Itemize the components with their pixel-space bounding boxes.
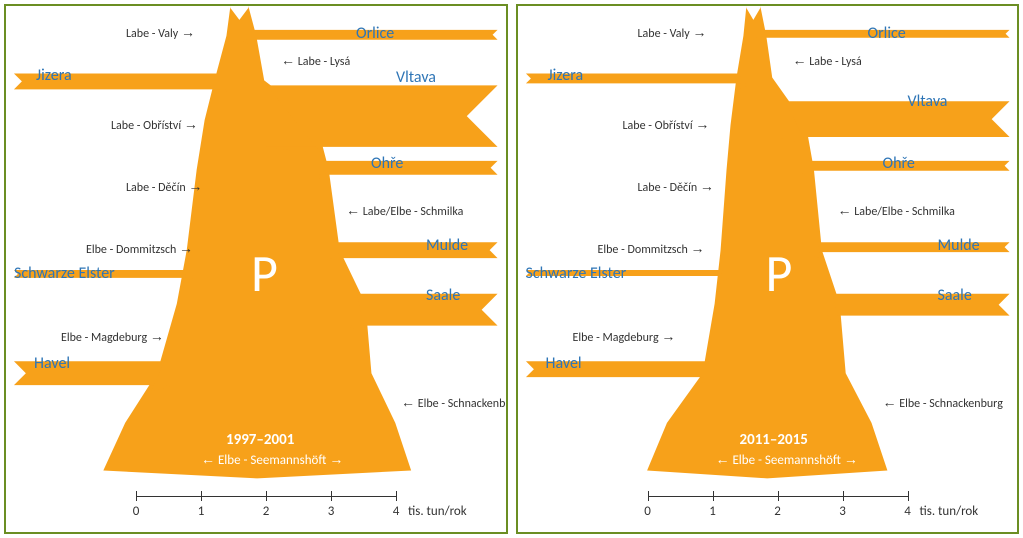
axis-tick xyxy=(136,491,137,501)
tributary-label: Vltava xyxy=(908,92,948,111)
axis-tick xyxy=(648,491,649,501)
tributary-label: Orlice xyxy=(868,24,906,43)
station-label: Elbe - Magdeburg → xyxy=(61,328,164,345)
station-label: Labe - Valy → xyxy=(126,24,195,41)
station-label: Labe - Obříství → xyxy=(623,116,710,133)
axis-tick xyxy=(908,491,909,501)
axis-tick-label: 4 xyxy=(393,504,400,519)
station-label: Labe - Děčín → xyxy=(126,178,202,195)
axis-tick xyxy=(843,491,844,501)
station-label: Elbe - Dommitzsch → xyxy=(598,240,705,257)
panel-left: Orlice Jizera Vltava Ohře Mulde Schwarze Elst… xyxy=(4,4,508,534)
axis-unit-label: tis. tun/rok xyxy=(920,504,979,519)
tributary-label: Ohře xyxy=(883,154,915,173)
tributary-label: Havel xyxy=(546,354,582,373)
axis-tick-label: 2 xyxy=(774,504,781,519)
axis-tick xyxy=(266,491,267,501)
station-label: ← Labe - Lysá xyxy=(793,52,862,69)
period-label: 1997–2001 xyxy=(226,431,294,449)
tributary-label: Schwarze Elster xyxy=(14,264,115,283)
station-label: Elbe - Dommitzsch → xyxy=(86,240,193,257)
station-label: ← Labe/Elbe - Schmilka xyxy=(838,202,955,219)
axis-tick-label: 2 xyxy=(263,504,270,519)
station-label: ← Elbe - Schnackenburg xyxy=(401,394,508,411)
axis-tick xyxy=(778,491,779,501)
axis-tick-label: 3 xyxy=(839,504,846,519)
tributary-label: Mulde xyxy=(426,236,468,255)
panel-right: Orlice Jizera Vltava Ohře Mulde Schwarze Elst… xyxy=(516,4,1020,534)
axis-tick-label: 0 xyxy=(644,504,651,519)
tributary-label: Saale xyxy=(426,286,460,305)
axis-tick xyxy=(396,491,397,501)
axis-tick xyxy=(331,491,332,501)
tributary-label: Vltava xyxy=(396,68,436,87)
period-label: 2011–2015 xyxy=(740,431,808,449)
axis-tick-label: 0 xyxy=(133,504,140,519)
tributary-label: Mulde xyxy=(938,236,980,255)
axis-unit-label: tis. tun/rok xyxy=(408,504,467,519)
element-symbol: P xyxy=(251,241,278,305)
element-symbol: P xyxy=(766,241,793,305)
bottom-station-label: ← Elbe - Seemannshöft → xyxy=(716,451,858,468)
tributary-label: Orlice xyxy=(356,24,394,43)
axis-tick-label: 3 xyxy=(328,504,335,519)
axis-tick xyxy=(201,491,202,501)
tributary-label: Jizera xyxy=(548,66,584,85)
bottom-station-label: ← Elbe - Seemannshöft → xyxy=(201,451,343,468)
tributary-label: Ohře xyxy=(371,154,403,173)
station-label: ← Labe - Lysá xyxy=(281,52,350,69)
station-label: Elbe - Magdeburg → xyxy=(573,328,676,345)
axis-tick-label: 4 xyxy=(904,504,911,519)
station-label: Labe - Obříství → xyxy=(111,116,198,133)
axis-tick xyxy=(713,491,714,501)
axis-tick-label: 1 xyxy=(709,504,716,519)
station-label: ← Labe/Elbe - Schmilka xyxy=(346,202,463,219)
axis-tick-label: 1 xyxy=(198,504,205,519)
station-label: Labe - Valy → xyxy=(638,24,707,41)
tributary-label: Schwarze Elster xyxy=(526,264,627,283)
tributary-label: Saale xyxy=(938,286,972,305)
tributary-label: Havel xyxy=(34,354,70,373)
station-label: ← Elbe - Schnackenburg xyxy=(883,394,1003,411)
station-label: Labe - Děčín → xyxy=(638,178,714,195)
tributary-label: Jizera xyxy=(36,66,72,85)
